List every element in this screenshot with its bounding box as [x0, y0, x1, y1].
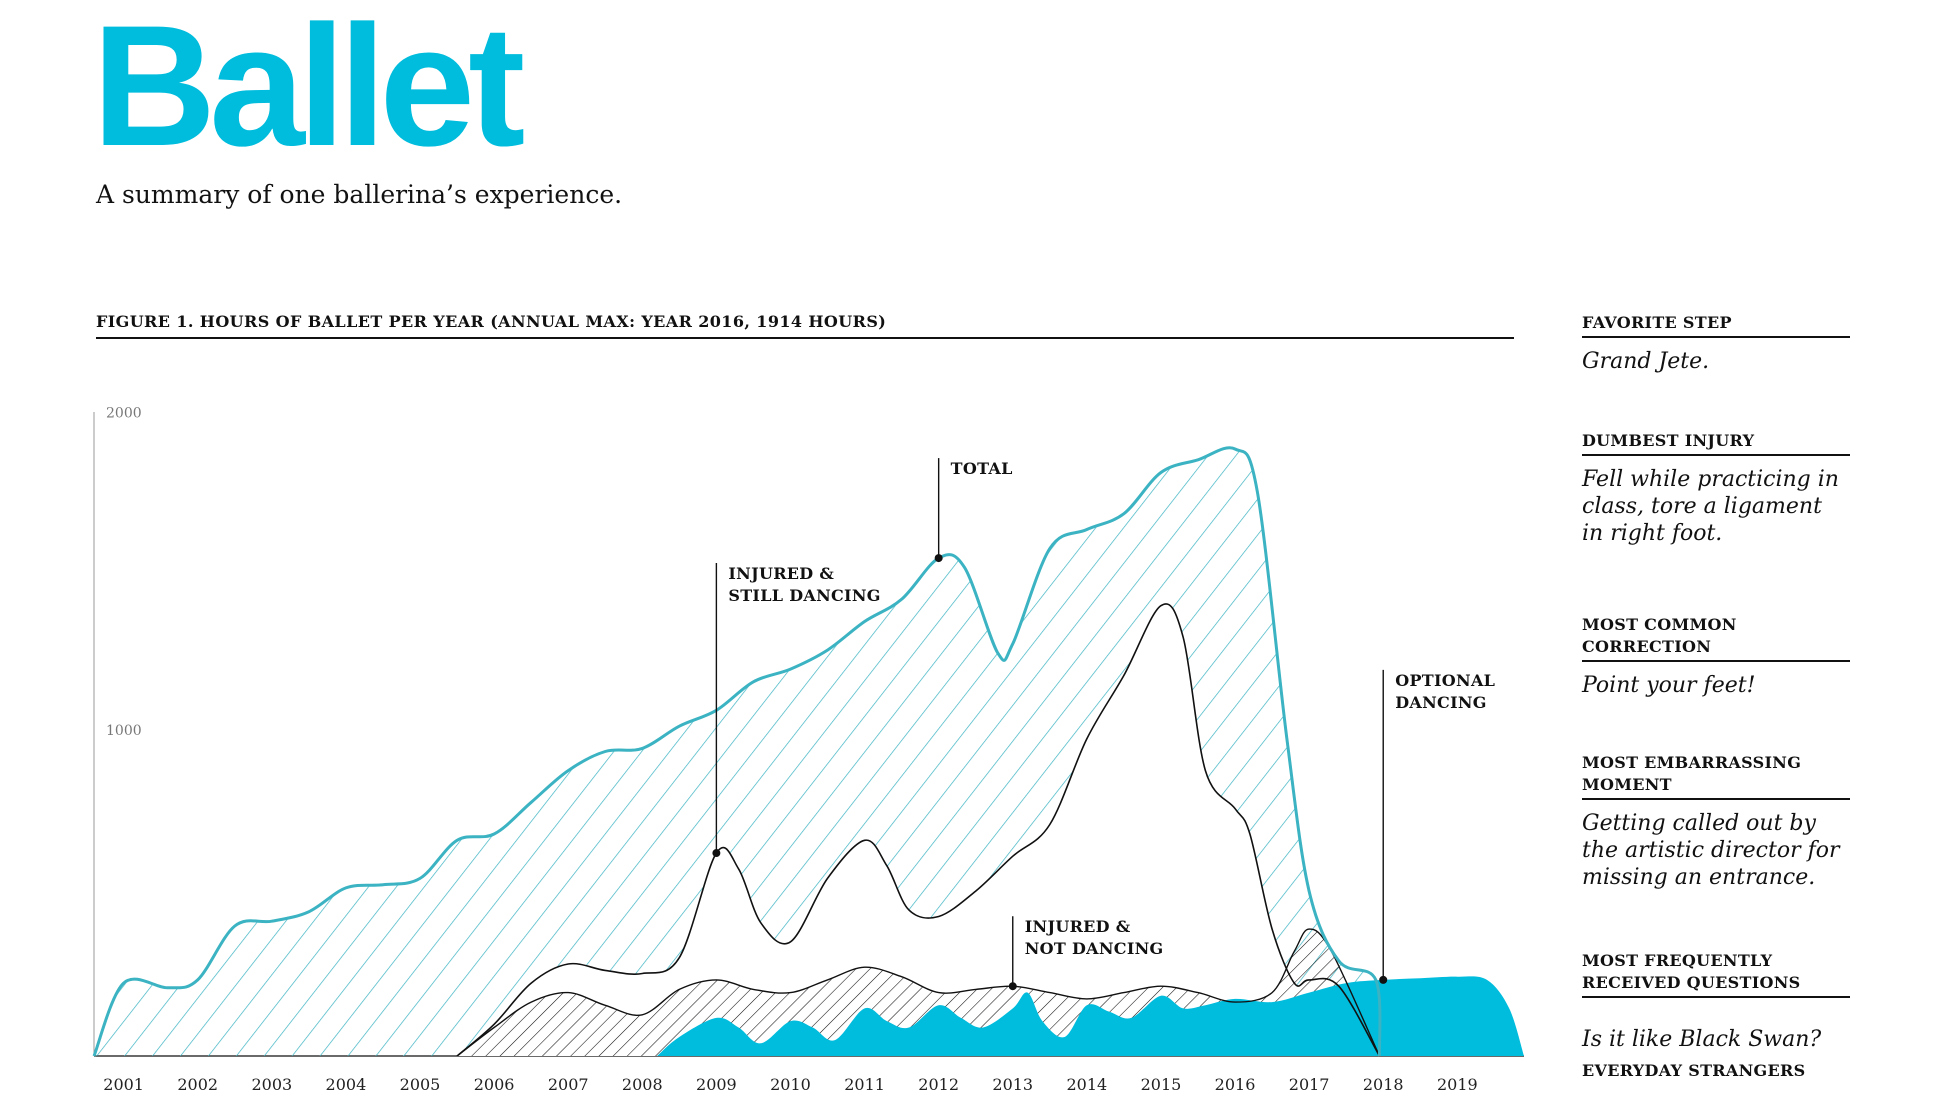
sidebar-fact-answer: Grand Jete. — [1582, 348, 1850, 375]
sidebar-heading-line: RECEIVED QUESTIONS — [1582, 973, 1801, 992]
annotation-dot — [1379, 975, 1388, 984]
sidebar-fact: MOST COMMON CORRECTION Point your feet! — [1582, 614, 1850, 699]
x-tick-label: 2011 — [844, 1075, 885, 1094]
x-tick-label: 2001 — [103, 1075, 144, 1094]
x-tick-label: 2016 — [1215, 1075, 1256, 1094]
x-tick-label: 2013 — [992, 1075, 1033, 1094]
x-tick-label: 2017 — [1289, 1075, 1330, 1094]
y-tick-label: 2000 — [106, 406, 142, 422]
figure-title: FIGURE 1. HOURS OF BALLET PER YEAR (ANNU… — [96, 312, 1514, 339]
sidebar-fact-heading: MOST COMMON CORRECTION — [1582, 614, 1850, 662]
sidebar-answer-line: class, tore a ligament — [1582, 494, 1822, 519]
annotation-label: NOT DANCING — [1025, 939, 1164, 958]
x-tick-label: 2004 — [326, 1075, 367, 1094]
sidebar-heading-line: CORRECTION — [1582, 637, 1712, 656]
sidebar-fact-heading: FAVORITE STEP — [1582, 312, 1850, 338]
injured-still-dancing-line — [456, 603, 1381, 1057]
sidebar-fact-heading: DUMBEST INJURY — [1582, 430, 1850, 456]
sidebar-answer-line: Is it like Black Swan? — [1582, 1027, 1822, 1052]
sidebar-fact-answer: Fell while practicing in class, tore a li… — [1582, 466, 1850, 547]
sidebar-fact-answer: Point your feet! — [1582, 672, 1850, 699]
x-tick-label: 2008 — [622, 1075, 663, 1094]
x-tick-label: 2010 — [770, 1075, 811, 1094]
annotation-label: OPTIONAL — [1395, 671, 1495, 690]
sidebar-fact: FAVORITE STEP Grand Jete. — [1582, 312, 1850, 375]
sidebar-heading-line: MOST EMBARRASSING — [1582, 753, 1802, 772]
sidebar-answer-line: Grand Jete. — [1582, 349, 1710, 374]
sidebar-fact-note: EVERYDAY STRANGERS — [1582, 1061, 1806, 1080]
sidebar-answer-line: Point your feet! — [1582, 673, 1756, 698]
sidebar-heading-line: MOST COMMON — [1582, 615, 1737, 634]
x-tick-label: 2006 — [474, 1075, 515, 1094]
sidebar-answer-line: the artistic director for — [1582, 838, 1840, 863]
sidebar-fact-answer: Is it like Black Swan? — [1582, 1026, 1850, 1053]
sidebar-answer-line: in right foot. — [1582, 521, 1723, 546]
x-tick-label: 2015 — [1141, 1075, 1182, 1094]
sidebar-answer-line: Getting called out by — [1582, 811, 1816, 836]
annotation-label: INJURED & — [728, 564, 834, 583]
chart-series — [92, 446, 1524, 1057]
annotation-label: TOTAL — [951, 459, 1013, 478]
x-tick-label: 2018 — [1363, 1075, 1404, 1094]
x-tick-label: 2012 — [918, 1075, 959, 1094]
x-tick-label: 2014 — [1066, 1075, 1107, 1094]
chart-axes: 2001 2002 2003 2004 2005 2006 2007 2008 2009 2010… — [93, 406, 1524, 1094]
sidebar-heading-line: MOST FREQUENTLY — [1582, 951, 1773, 970]
annotation-dot — [934, 554, 943, 563]
chart-annotations: TOTAL INJURED & STILL DANCING INJURED & NOT … — [712, 458, 1495, 991]
annotation-dot — [1008, 982, 1017, 991]
sidebar-heading-line: DUMBEST INJURY — [1582, 431, 1755, 450]
optional-dancing-area — [657, 976, 1524, 1056]
x-tick-label: 2003 — [251, 1075, 292, 1094]
x-tick-label: 2019 — [1437, 1075, 1478, 1094]
annotation-label: INJURED & — [1025, 917, 1131, 936]
x-tick-label: 2009 — [696, 1075, 737, 1094]
sidebar-fact-heading: MOST FREQUENTLY RECEIVED QUESTIONS — [1582, 950, 1850, 998]
page-subtitle: A summary of one ballerina’s experience. — [96, 180, 623, 209]
sidebar-fact-heading: MOST EMBARRASSING MOMENT — [1582, 752, 1850, 800]
y-tick-label: 1000 — [106, 723, 142, 739]
annotation-label: STILL DANCING — [728, 586, 880, 605]
sidebar-fact-answer: Getting called out by the artistic direct… — [1582, 810, 1850, 891]
injured-not-dancing-line — [456, 928, 1381, 1057]
sidebar-heading-line: MOMENT — [1582, 775, 1672, 794]
sidebar-fact: MOST FREQUENTLY RECEIVED QUESTIONS Is it l… — [1582, 950, 1850, 1080]
injured-still-dancing-area — [457, 603, 1380, 1056]
sidebar-fact: DUMBEST INJURY Fell while practicing in cl… — [1582, 430, 1850, 547]
annotation-dot — [712, 849, 721, 858]
sidebar-heading-line: FAVORITE STEP — [1582, 313, 1732, 332]
x-tick-label: 2002 — [177, 1075, 218, 1094]
x-tick-label: 2005 — [400, 1075, 441, 1094]
page-title: Ballet — [92, 0, 525, 182]
sidebar-fact: MOST EMBARRASSING MOMENT Getting called ou… — [1582, 752, 1850, 891]
sidebar-answer-line: missing an entrance. — [1582, 865, 1816, 890]
x-tick-label: 2007 — [548, 1075, 589, 1094]
total-line — [92, 446, 1382, 1057]
sidebar-answer-line: Fell while practicing in — [1582, 467, 1839, 492]
annotation-label: DANCING — [1395, 693, 1487, 712]
